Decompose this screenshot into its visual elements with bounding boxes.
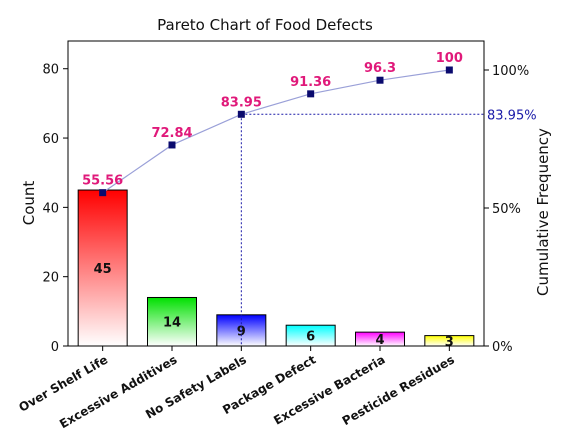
bar-value-label: 3 <box>445 335 454 350</box>
bar-value-label: 4 <box>375 333 384 348</box>
cumulative-value-label: 72.84 <box>151 126 192 141</box>
cumulative-value-label: 100 <box>436 51 463 66</box>
cumulative-point <box>307 90 315 98</box>
x-tick-label: Excessive Additives <box>57 352 179 431</box>
cumulative-value-label: 91.36 <box>290 75 331 90</box>
x-tick-label: Pesticide Residues <box>340 352 457 428</box>
bar-value-label: 45 <box>94 262 112 277</box>
cumulative-point <box>376 76 384 84</box>
bar-1 <box>147 296 197 347</box>
reference-label: 83.95% <box>487 108 537 123</box>
cumulative-point <box>99 189 107 197</box>
cumulative-value-label: 55.56 <box>82 174 123 189</box>
x-tick-label: Excessive Bacteria <box>271 352 387 427</box>
y2-tick-label: 100% <box>492 64 529 79</box>
bar-0 <box>77 189 128 347</box>
y2-tick-label: 50% <box>492 202 521 217</box>
y-axis-label: Count <box>20 181 38 226</box>
bar-value-label: 6 <box>306 330 315 345</box>
cumulative-point <box>445 66 453 74</box>
reference-lines: 83.95% <box>240 108 537 346</box>
bars-layer <box>77 189 475 347</box>
chart-title: Pareto Chart of Food Defects <box>157 16 373 34</box>
cumulative-labels: 55.56 72.84 83.95 91.36 96.3 100 <box>82 51 463 189</box>
y-axis-left: 0 20 40 60 80 <box>42 63 68 355</box>
cumulative-point <box>168 141 176 149</box>
bar-value-label: 14 <box>163 316 181 331</box>
y-tick-label: 0 <box>51 340 59 355</box>
y-tick-label: 60 <box>42 132 59 147</box>
y2-axis-label: Cumulative Frequency <box>534 128 552 296</box>
cumulative-value-label: 83.95 <box>221 95 262 110</box>
y-tick-label: 80 <box>42 63 59 78</box>
y-tick-label: 20 <box>42 271 59 286</box>
cumulative-line-layer <box>99 66 453 197</box>
cumulative-value-label: 96.3 <box>364 61 396 76</box>
y2-tick-label: 0% <box>492 340 513 355</box>
plot-frame <box>67 40 485 347</box>
y-axis-right: 0% 50% 100% <box>484 64 529 355</box>
y-tick-label: 40 <box>42 201 59 216</box>
cumulative-line <box>102 69 450 194</box>
cumulative-point <box>237 110 245 118</box>
